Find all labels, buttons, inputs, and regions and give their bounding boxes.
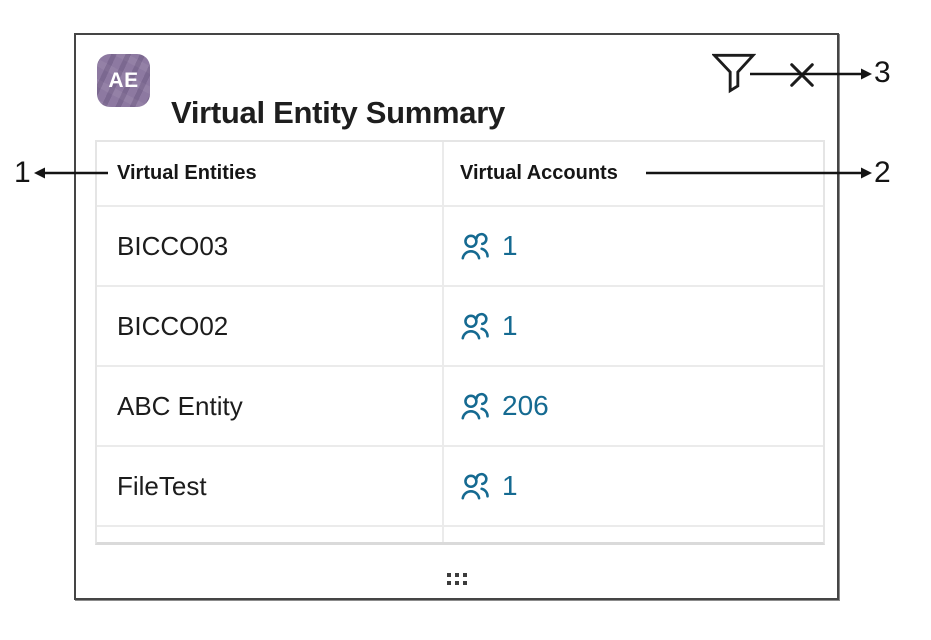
table-row: FileTest 1 (97, 445, 823, 525)
drag-handle-icon[interactable] (446, 573, 467, 585)
entity-name-cell: FileTest (97, 447, 444, 525)
annotation-label-3: 3 (874, 56, 891, 89)
table-row: BICCO02 1 (97, 285, 823, 365)
annotation-label-1: 1 (14, 156, 31, 189)
annotation-arrow-2 (646, 164, 872, 182)
account-count-link[interactable]: 1 (460, 470, 518, 502)
account-count: 1 (502, 230, 518, 261)
account-count-link[interactable]: 1 (460, 310, 518, 342)
entity-name-cell: BICCO02 (97, 287, 444, 365)
people-icon (461, 232, 489, 260)
ae-badge-label: AE (108, 68, 139, 92)
entity-name-cell: ABC Entity (97, 367, 444, 445)
account-count: 1 (502, 310, 518, 341)
table-row: BICCO03 1 (97, 205, 823, 285)
entity-name-cell: BICCO03 (97, 207, 444, 285)
account-count-link[interactable]: 206 (460, 390, 549, 422)
filter-button[interactable] (710, 49, 758, 97)
table-header-row: Virtual Entities Virtual Accounts (97, 142, 823, 205)
annotation-arrow-3 (750, 65, 872, 83)
account-count: 206 (502, 390, 549, 421)
table-row-partial (97, 525, 823, 542)
ae-badge: AE (97, 54, 150, 107)
virtual-entity-summary-widget: AE Virtual Entity Summary Virtual Entiti… (74, 33, 839, 600)
account-count: 1 (502, 470, 518, 501)
people-icon (461, 392, 489, 420)
column-header-virtual-accounts: Virtual Accounts (460, 162, 618, 184)
annotation-arrow-1 (34, 164, 108, 182)
account-count-link[interactable]: 1 (460, 230, 518, 262)
widget-title: Virtual Entity Summary (171, 95, 505, 130)
filter-icon (712, 53, 756, 94)
entity-summary-table: Virtual Entities Virtual Accounts BICCO0… (95, 140, 825, 545)
people-icon (461, 472, 489, 500)
people-icon (461, 312, 489, 340)
table-row: ABC Entity 206 (97, 365, 823, 445)
annotation-label-2: 2 (874, 156, 891, 189)
column-header-virtual-entities: Virtual Entities (97, 142, 444, 205)
